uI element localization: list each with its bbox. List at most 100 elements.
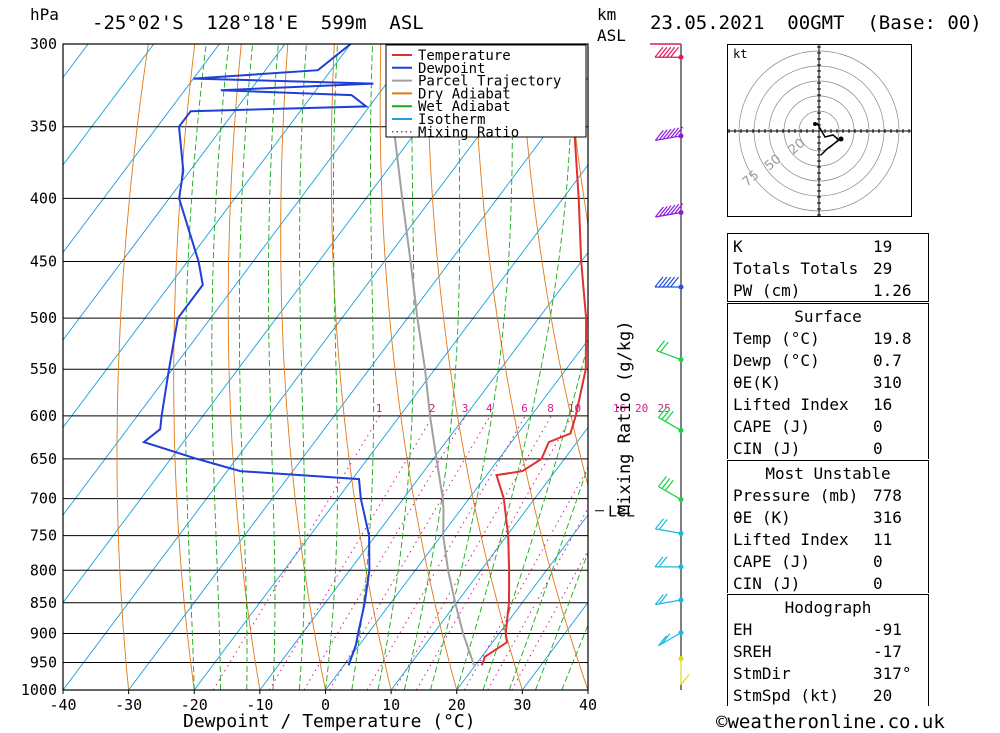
x-tick-label: 40 [579,696,597,714]
wind-barb-flag [670,203,680,215]
table-row: StmSpd (kt) 20 [728,684,928,706]
wind-barb-flag [662,276,672,288]
table-title: Hodograph [784,597,872,617]
mixing-ratio-line [511,549,588,690]
isotherm-line [63,44,286,341]
hodograph-panel: 20 50 75 kt [727,44,912,217]
wind-barb-flag [670,276,680,288]
datetime-title: 23.05.2021 00GMT (Base: 00) [650,12,982,34]
dry-adiabat [566,44,588,228]
mixing-ratio-line [303,415,467,690]
legend-entry: Dry Adiabat [418,86,511,102]
indices-box: K 19 Totals Totals 29 PW (cm) 1.26 [727,233,929,302]
x-tick-label: -30 [115,696,142,714]
isotherm-line [128,76,588,690]
index-label: StmDir [733,663,791,683]
wet-adiabat [325,44,339,690]
hodograph-params-box: Hodograph EH -91 SREH -17 StmDir 317° StmSpd (k… [727,594,929,706]
isotherm-line [63,44,351,429]
table-row: θE (K) 316 [728,506,928,528]
mixing-ratio-value: 8 [547,402,554,415]
mixing-ratio-value: 16 [613,402,626,415]
wet-adiabat [508,465,588,690]
table-row: Pressure (mb) 778 [728,484,928,506]
wind-barb-flag [666,46,676,58]
dry-adiabat [173,44,196,690]
wind-barb-flag [666,128,676,139]
wind-barb-flag [662,205,672,217]
index-label: StmSpd (kt) [733,685,839,705]
legend-entry: Mixing Ratio [418,125,519,141]
table-row: CAPE (J) 0 [728,415,928,437]
index-value: 0.7 [873,350,902,370]
index-label: CAPE (J) [733,416,811,436]
isotherm-line [259,251,588,690]
wind-barb-flag [658,276,668,288]
x-tick-label: -40 [49,696,76,714]
x-tick-label: 10 [382,696,400,714]
isotherm-line [63,44,155,166]
wet-adiabat [456,44,574,690]
pressure-unit-label: hPa [30,5,59,24]
wet-adiabat [377,44,415,690]
index-value: 11 [873,529,893,549]
wind-barb-flag [666,204,676,216]
table-row: CIN (J) 0 [728,572,928,594]
isotherm-line [587,689,588,690]
wind-barb-flag [664,410,674,422]
wind-barb-flag [658,407,667,418]
storm-motion-dot [838,136,844,142]
wind-barb-flag [658,635,667,647]
dry-adiabat [426,44,523,690]
mixing-ratio-value: 10 [568,402,581,415]
asl-label: ASL [597,26,626,45]
index-value: 0 [873,573,883,593]
dry-adiabat [706,44,720,690]
index-label: θE(K) [733,372,782,392]
dry-adiabat [330,44,392,690]
mixing-ratio-value: 20 [635,402,648,415]
wind-barb-flag [654,130,664,141]
dry-adiabat [379,44,458,690]
wet-adiabat [211,44,230,690]
y-tick-label: 800 [30,561,57,579]
wind-barb-flag [674,203,684,214]
table-row: SREH -17 [728,640,928,662]
isotherm-line [325,339,588,690]
mixing-ratio-value: 3 [462,402,469,415]
index-value: 29 [873,258,893,278]
y-tick-label: 600 [30,407,57,425]
legend-entry: Temperature [418,48,511,64]
dry-adiabat [660,44,720,690]
wind-barb-flag [670,46,680,58]
index-label: Dewp (°C) [733,350,820,370]
mixing-ratio-line [329,415,491,690]
series-dewpoint [141,44,374,666]
wind-barb-flag [656,340,666,352]
wind-barb-flag [674,126,684,138]
wind-barb-flag [661,478,671,489]
x-axis-label: Dewpoint / Temperature (°C) [183,711,476,732]
table-title: Most Unstable [765,463,891,483]
table-title: Surface [794,306,862,326]
dry-adiabat [519,44,588,488]
wind-barb-flag [680,674,690,686]
wind-barb-flag [654,46,664,58]
legend-frame [385,44,587,138]
wind-barb-staff [656,350,682,361]
mixing-ratio-value: 2 [429,402,436,415]
wind-barb-flag [654,276,664,288]
dry-adiabat [116,44,149,690]
index-value: -91 [873,619,902,639]
hodograph-unit-label: kt [733,47,747,61]
index-value: 317° [873,663,912,683]
legend-entry: Isotherm [418,112,485,128]
copyright-footer: ©weatheronline.co.uk [716,711,945,733]
wet-adiabat [403,44,461,690]
wind-barb-flag [661,633,671,645]
legend-entry: Dewpoint [418,61,485,77]
index-value: 20 [873,685,893,705]
isotherm-line [390,426,588,690]
x-tick-label: -20 [181,696,208,714]
